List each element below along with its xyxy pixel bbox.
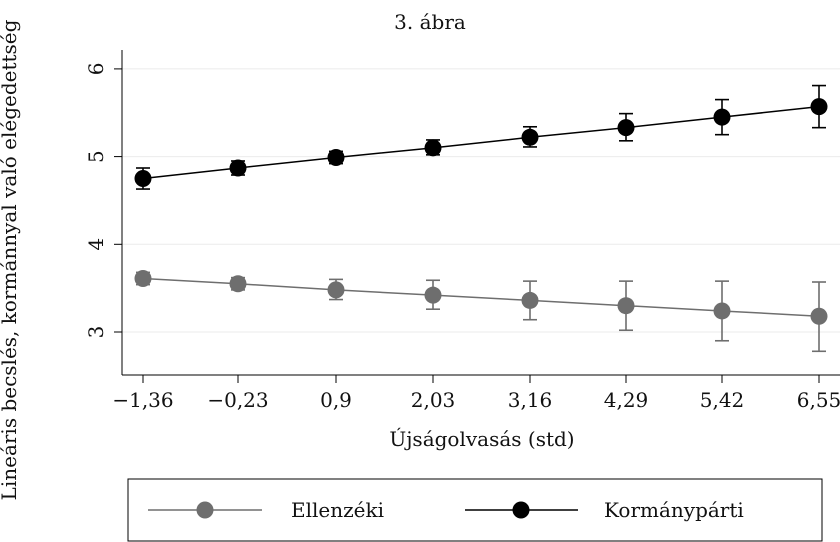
x-tick-label: 3,16: [508, 388, 553, 412]
series-line: [142, 277, 820, 317]
data-point: [810, 307, 828, 325]
x-axis-label: Újságolvasás (std): [389, 426, 574, 451]
chart-title: 3. ábra: [394, 10, 466, 34]
data-point: [229, 159, 247, 177]
data-point: [327, 148, 345, 166]
y-tick-label: 3: [84, 326, 108, 339]
legend-label: Kormánypárti: [604, 498, 744, 522]
data-point: [327, 281, 345, 299]
x-tick-label: −0,23: [207, 388, 268, 412]
data-point: [713, 302, 731, 320]
y-axis-label: Lineáris becslés, kormánnyal való eléged…: [0, 19, 21, 500]
x-tick-label: 4,29: [604, 388, 649, 412]
data-point: [617, 119, 635, 137]
data-point: [617, 297, 635, 315]
data-point: [229, 275, 247, 293]
x-tick-label: 0,9: [320, 388, 352, 412]
series-line: [142, 105, 820, 180]
legend-label: Ellenzéki: [291, 498, 384, 522]
legend: Ellenzéki Kormánypárti: [127, 478, 823, 542]
series-layer: [134, 84, 828, 353]
series-1: [134, 270, 828, 353]
data-point: [424, 286, 442, 304]
series-2: [134, 84, 828, 190]
data-point: [134, 170, 152, 188]
x-tick-label: 5,42: [700, 388, 745, 412]
y-tick-label: 4: [84, 238, 108, 251]
y-tick-label: 6: [84, 63, 108, 76]
x-tick-label: −1,36: [112, 388, 173, 412]
data-point: [134, 270, 152, 288]
axes: 3 4 5 6 −1,36 −0,23 0,9 2,03 3,16 4,29 5,42 6,55: [84, 50, 840, 412]
x-tick-label: 6,55: [797, 388, 840, 412]
data-point: [521, 128, 539, 146]
data-point: [810, 98, 828, 116]
data-point: [424, 139, 442, 157]
y-tick-label: 5: [84, 150, 108, 163]
legend-marker: [512, 501, 530, 519]
data-point: [713, 108, 731, 126]
data-point: [521, 291, 539, 309]
legend-marker: [196, 501, 214, 519]
grid: [122, 68, 840, 333]
x-tick-label: 2,03: [411, 388, 456, 412]
